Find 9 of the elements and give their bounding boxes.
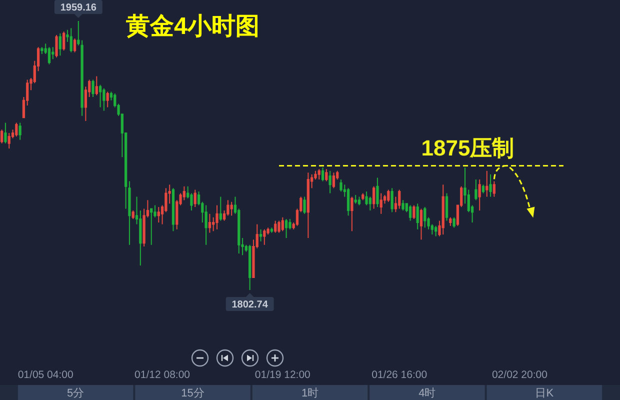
category-label: 01/19 12:00 <box>254 369 310 381</box>
category-label: 01/12 08:00 <box>134 369 190 381</box>
annotation: 1959.16 <box>60 2 97 14</box>
annotation: 1875压制 <box>421 136 514 161</box>
category-label: 01/26 16:00 <box>372 369 428 381</box>
chart-title: 黄金4小时图 <box>125 13 260 40</box>
category-label: 01/05 04:00 <box>18 369 74 381</box>
annotation: 1802.74 <box>232 300 268 311</box>
category-label: 02/02 20:00 <box>492 369 548 381</box>
